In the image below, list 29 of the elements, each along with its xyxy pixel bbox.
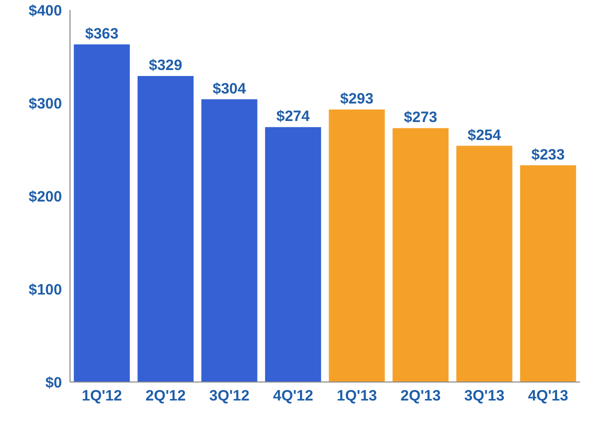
bar <box>265 127 322 382</box>
bar <box>520 165 576 382</box>
y-tick-label: $300 <box>28 95 62 112</box>
bar <box>201 99 258 382</box>
data-label: $233 <box>531 146 565 164</box>
x-tick-label: 1Q'13 <box>336 388 378 405</box>
bar <box>138 76 194 382</box>
y-tick-label: $400 <box>28 2 62 20</box>
x-tick-label: 4Q'12 <box>272 388 314 405</box>
x-tick-label: 1Q'12 <box>82 388 122 405</box>
data-label: $254 <box>468 126 502 144</box>
x-tick-label: 4Q'13 <box>528 388 568 405</box>
x-tick-label: 3Q'13 <box>464 388 505 405</box>
x-tick-label: 2Q'13 <box>400 388 441 405</box>
bar <box>74 44 130 382</box>
data-label: $304 <box>212 80 247 98</box>
y-tick-label: $200 <box>28 188 62 206</box>
data-label: $274 <box>276 108 310 126</box>
data-label: $293 <box>340 90 374 108</box>
x-tick-label: 3Q'12 <box>209 388 250 405</box>
bar <box>456 146 512 382</box>
data-label: $329 <box>148 57 182 74</box>
y-tick-label: $0 <box>45 374 62 392</box>
data-label: $363 <box>85 25 119 42</box>
y-tick-label: $100 <box>28 281 62 298</box>
data-label: $273 <box>404 109 438 126</box>
bar <box>392 128 449 382</box>
x-tick-label: 2Q'12 <box>145 388 186 405</box>
bar <box>328 110 385 382</box>
